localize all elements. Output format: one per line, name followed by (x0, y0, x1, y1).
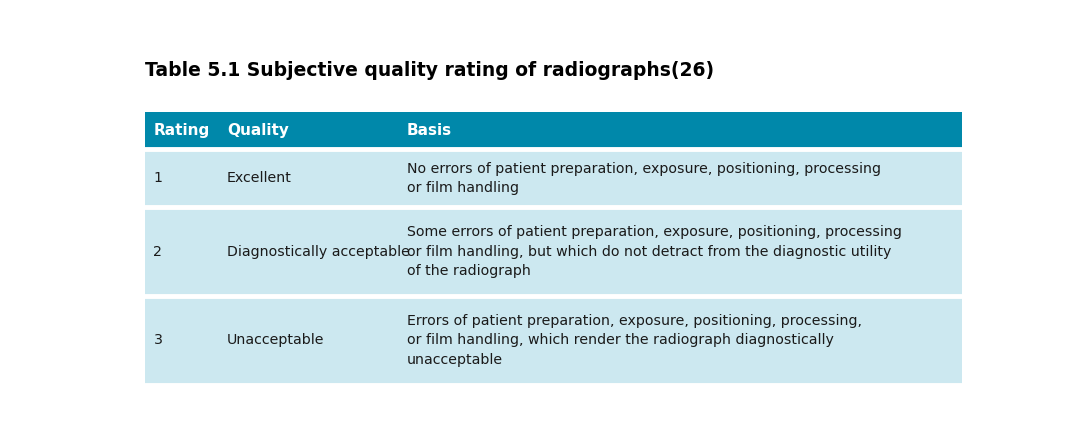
Text: No errors of patient preparation, exposure, positioning, processing: No errors of patient preparation, exposu… (407, 162, 880, 176)
Text: Unacceptable: Unacceptable (227, 333, 324, 347)
Text: of the radiograph: of the radiograph (407, 265, 530, 279)
Text: or film handling, but which do not detract from the diagnostic utility: or film handling, but which do not detra… (407, 245, 891, 259)
Text: Excellent: Excellent (227, 171, 292, 185)
Text: or film handling: or film handling (407, 181, 518, 195)
Text: 3: 3 (153, 333, 162, 347)
Text: Basis: Basis (407, 123, 451, 138)
Bar (145, 112, 962, 149)
Text: 1: 1 (153, 171, 162, 185)
Text: 2: 2 (153, 245, 162, 259)
Text: Table 5.1 Subjective quality rating of radiographs(26): Table 5.1 Subjective quality rating of r… (145, 61, 714, 80)
Text: Diagnostically acceptable: Diagnostically acceptable (227, 245, 409, 259)
Bar (145, 149, 962, 208)
Text: Errors of patient preparation, exposure, positioning, processing,: Errors of patient preparation, exposure,… (407, 314, 862, 328)
Text: Rating: Rating (153, 123, 210, 138)
Text: Quality: Quality (227, 123, 288, 138)
Text: or film handling, which render the radiograph diagnostically: or film handling, which render the radio… (407, 333, 834, 347)
Bar (145, 296, 962, 385)
Text: unacceptable: unacceptable (407, 353, 503, 367)
Text: Some errors of patient preparation, exposure, positioning, processing: Some errors of patient preparation, expo… (407, 225, 902, 239)
Bar (145, 208, 962, 296)
